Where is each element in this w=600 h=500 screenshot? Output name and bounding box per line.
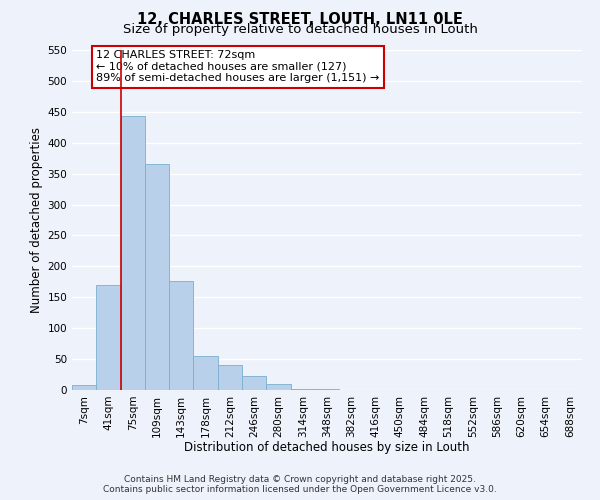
Bar bbox=[266, 384, 290, 390]
Bar bbox=[193, 356, 218, 390]
X-axis label: Distribution of detached houses by size in Louth: Distribution of detached houses by size … bbox=[184, 441, 470, 454]
Bar bbox=[121, 116, 145, 390]
Bar bbox=[242, 376, 266, 390]
Bar bbox=[72, 385, 96, 390]
Bar bbox=[218, 366, 242, 390]
Bar bbox=[145, 164, 169, 390]
Text: 12 CHARLES STREET: 72sqm
← 10% of detached houses are smaller (127)
89% of semi-: 12 CHARLES STREET: 72sqm ← 10% of detach… bbox=[96, 50, 380, 83]
Text: Contains HM Land Registry data © Crown copyright and database right 2025.
Contai: Contains HM Land Registry data © Crown c… bbox=[103, 474, 497, 494]
Bar bbox=[169, 280, 193, 390]
Bar bbox=[290, 389, 315, 390]
Text: Size of property relative to detached houses in Louth: Size of property relative to detached ho… bbox=[122, 22, 478, 36]
Text: 12, CHARLES STREET, LOUTH, LN11 0LE: 12, CHARLES STREET, LOUTH, LN11 0LE bbox=[137, 12, 463, 28]
Y-axis label: Number of detached properties: Number of detached properties bbox=[30, 127, 43, 313]
Bar bbox=[96, 285, 121, 390]
